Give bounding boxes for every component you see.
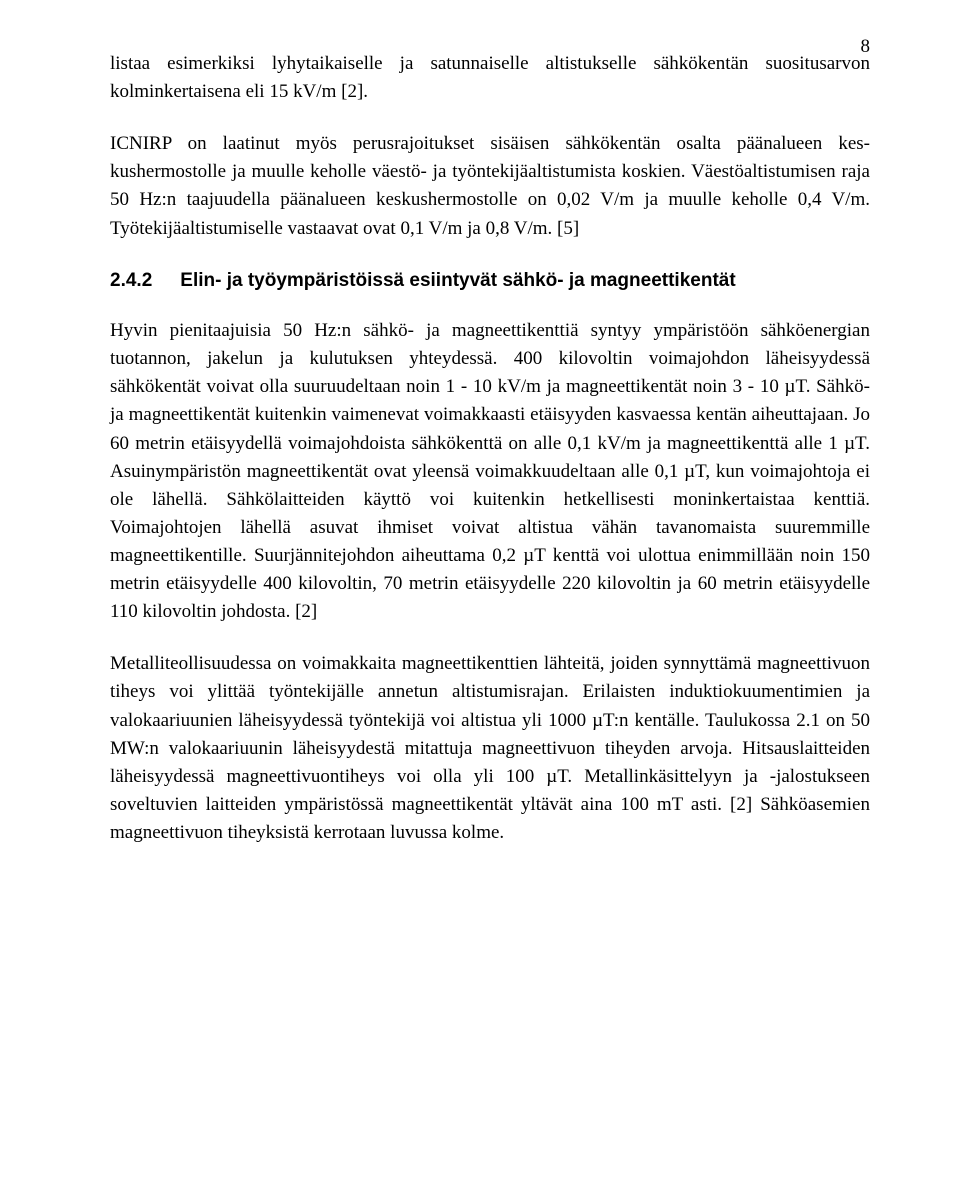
paragraph-2: ICNIRP on laatinut myös perusrajoitukset… — [110, 130, 870, 242]
section-title: Elin- ja työympäristöissä esiintyvät säh… — [180, 267, 870, 296]
paragraph-4: Metalliteollisuudessa on voimakkaita mag… — [110, 650, 870, 847]
paragraph-3: Hyvin pienitaajuisia 50 Hz:n sähkö- ja m… — [110, 317, 870, 626]
section-heading-2-4-2: 2.4.2 Elin- ja työympäristöissä esiintyv… — [110, 267, 870, 296]
paragraph-1: listaa esimerkiksi lyhytaikaiselle ja sa… — [110, 50, 870, 106]
section-number: 2.4.2 — [110, 267, 152, 296]
page-number: 8 — [861, 36, 871, 58]
document-page: 8 listaa esimerkiksi lyhytaikaiselle ja … — [0, 0, 960, 1197]
